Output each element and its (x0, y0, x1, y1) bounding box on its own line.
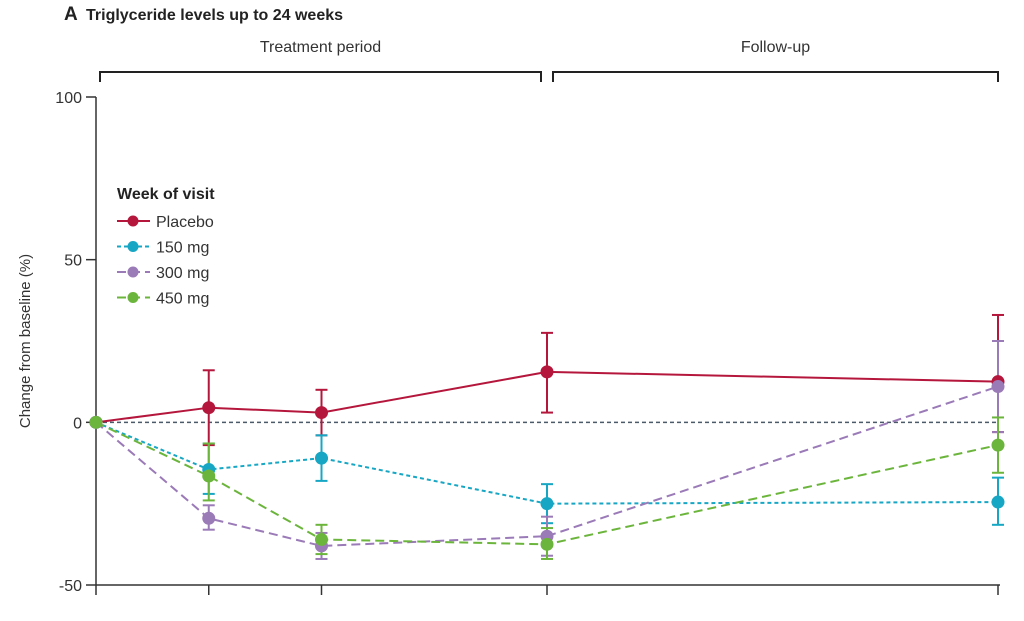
series-points-3 (89, 415, 1005, 551)
data-point (540, 497, 554, 511)
data-point (991, 380, 1005, 394)
legend-swatch-point (127, 215, 139, 227)
legend-label: 300 mg (156, 265, 209, 282)
legend-title: Week of visit (117, 186, 215, 203)
data-point (315, 532, 328, 546)
legend-label: 150 mg (156, 240, 209, 257)
y-tick-label: 0 (73, 415, 82, 432)
data-point (991, 438, 1005, 452)
period-brackets: Treatment period Follow-up (99, 39, 999, 82)
period-label-1: Follow-up (741, 39, 810, 56)
data-point (202, 469, 216, 483)
data-point (315, 451, 328, 465)
series-layer (89, 313, 1005, 560)
panel-letter: A (64, 4, 78, 25)
y-tick-label: 100 (55, 90, 82, 107)
y-ticks: -50 0 50 100 (55, 90, 96, 595)
legend-swatch-point (127, 292, 139, 303)
series-150-mg (95, 421, 1004, 526)
legend-label: 450 mg (156, 291, 209, 308)
series-line (95, 385, 999, 547)
y-axis-label: Change from baseline (%) (17, 254, 34, 428)
legend-swatch-point (127, 241, 139, 252)
y-tick-label: -50 (59, 578, 82, 595)
data-point (540, 537, 554, 551)
data-point (89, 415, 103, 429)
legend-label: Placebo (156, 214, 214, 231)
x-ticks (95, 585, 999, 595)
data-point (315, 406, 328, 420)
axes (95, 97, 1000, 586)
legend-swatch-point (127, 266, 139, 278)
data-point (540, 365, 554, 379)
data-point (202, 401, 216, 415)
chart-title: Triglyceride levels up to 24 weeks (86, 7, 343, 24)
series-placebo (95, 313, 1004, 447)
legend: Week of visit Placebo 150 mg 300 mg 450 mg (117, 186, 215, 308)
y-tick-label: 50 (64, 253, 82, 270)
data-point (202, 511, 216, 525)
period-bracket-0 (99, 71, 542, 82)
period-label-0: Treatment period (260, 39, 381, 56)
period-bracket-1 (552, 71, 999, 82)
data-point (991, 495, 1005, 509)
